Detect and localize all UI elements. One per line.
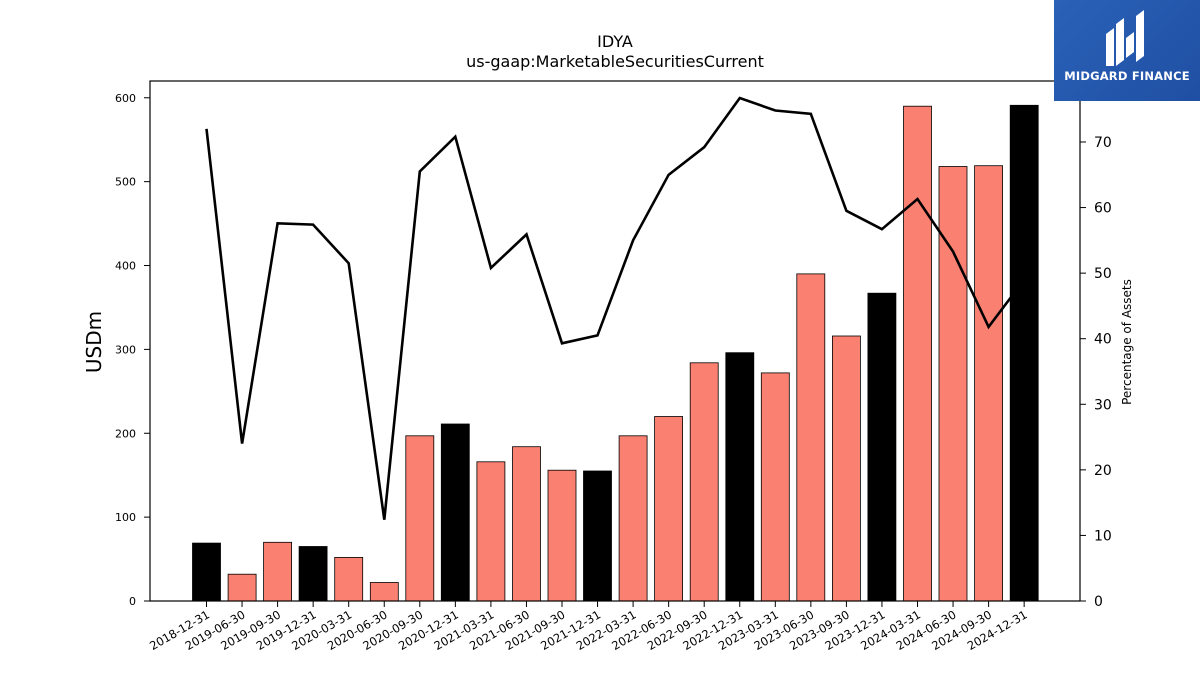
- bar-2023-09-30: [832, 335, 861, 602]
- bar-2020-09-30: [405, 435, 435, 602]
- left-tick-label: 600: [115, 92, 136, 105]
- bar-2022-06-30: [654, 416, 683, 602]
- chart-title: IDYA: [597, 32, 633, 51]
- bar-2023-03-31: [760, 372, 790, 602]
- logo-text: MIDGARD FINANCE: [1064, 69, 1190, 83]
- y-axis-label: USDm: [82, 310, 106, 374]
- bar-2020-06-30: [369, 582, 399, 602]
- bar-2024-09-30: [974, 165, 1003, 602]
- left-tick-label: 100: [115, 511, 136, 524]
- bar-2022-12-31: [725, 352, 755, 602]
- percentage-line-series: [205, 96, 1026, 520]
- chart-subtitle: us-gaap:MarketableSecuritiesCurrent: [466, 52, 764, 71]
- bar-2024-03-31: [903, 105, 932, 602]
- left-y-axis: 0 100 200 300 400 500 600: [115, 92, 150, 608]
- midgard-logo-icon: [1106, 10, 1144, 66]
- bar-series: [192, 104, 1039, 602]
- bar-2019-12-31: [298, 546, 328, 602]
- bar-2023-06-30: [796, 273, 826, 602]
- percentage-line: [205, 96, 1026, 520]
- bar-2020-03-31: [334, 557, 364, 602]
- left-tick-label: 200: [115, 427, 136, 440]
- bar-2022-09-30: [689, 362, 719, 602]
- bar-2024-12-31: [1009, 104, 1039, 602]
- brand-logo: MIDGARD FINANCE: [1054, 0, 1200, 101]
- x-axis: 2018-12-312019-06-302019-09-302019-12-31…: [147, 601, 1030, 653]
- bar-2021-09-30: [547, 469, 577, 602]
- right-tick-label: 50: [1094, 266, 1112, 282]
- bar-2024-06-30: [938, 166, 968, 602]
- left-tick-label: 500: [115, 176, 136, 189]
- bar-2021-06-30: [512, 446, 541, 602]
- secondary-y-axis-label: Percentage of Assets: [1120, 279, 1134, 405]
- left-tick-label: 400: [115, 260, 136, 273]
- bar-2019-09-30: [263, 541, 293, 602]
- right-tick-label: 60: [1094, 201, 1112, 217]
- bar-2020-12-31: [440, 423, 470, 602]
- bar-2023-12-31: [867, 292, 897, 602]
- right-y-axis: 0 10 20 30 40 50 60 70: [1080, 135, 1112, 610]
- bar-2021-03-31: [476, 461, 506, 602]
- plot-frame: [149, 80, 1081, 602]
- bar-2018-12-31: [192, 542, 221, 602]
- left-tick-label: 300: [115, 343, 136, 356]
- right-tick-label: 0: [1094, 594, 1103, 610]
- bar-2022-03-31: [618, 435, 648, 602]
- bar-2019-06-30: [227, 573, 257, 602]
- right-tick-label: 10: [1094, 528, 1112, 544]
- right-tick-label: 30: [1094, 397, 1112, 413]
- right-tick-label: 70: [1094, 135, 1112, 151]
- left-tick-label: 0: [129, 595, 136, 608]
- right-tick-label: 20: [1094, 463, 1112, 479]
- bar-2021-12-31: [583, 470, 612, 602]
- right-tick-label: 40: [1094, 332, 1112, 348]
